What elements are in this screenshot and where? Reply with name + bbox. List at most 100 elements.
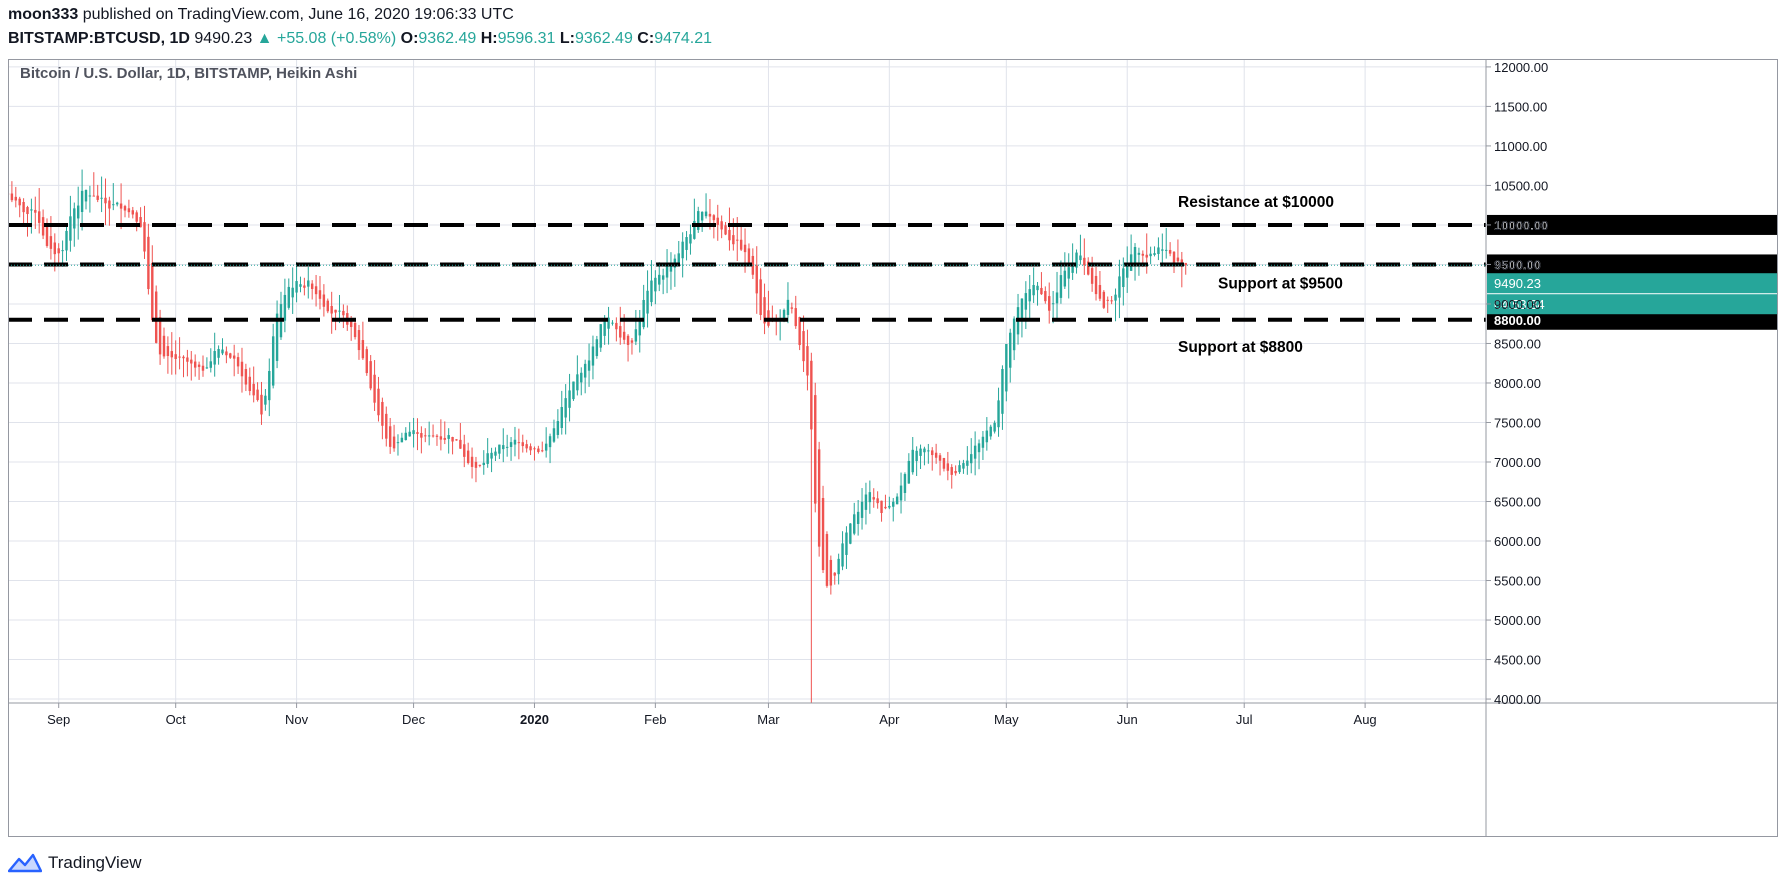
candle-body [654, 277, 657, 292]
countdown-tag [1487, 294, 1777, 315]
candle-body [84, 190, 88, 202]
candle-body [10, 193, 14, 201]
candle-body [1118, 276, 1121, 298]
candle-body [271, 336, 275, 386]
level-annotation: Resistance at $10000 [1178, 194, 1334, 211]
open-value: 9362.49 [418, 30, 477, 47]
candle-body [548, 436, 552, 448]
price-tick-label: 5500.00 [1494, 574, 1541, 589]
close-value: 9474.21 [654, 30, 713, 47]
candle-body [209, 361, 212, 368]
candle-body [260, 394, 263, 415]
candle-body [685, 237, 688, 250]
last-price: 9490.23 [194, 30, 253, 47]
candle-body [1133, 247, 1137, 263]
candle-body [646, 290, 649, 314]
candle-body [303, 285, 306, 288]
time-tick-label: 2020 [520, 712, 549, 727]
price-chart[interactable]: Resistance at $10000 10000.00 Support at $… [6, 59, 1778, 837]
candle-body [494, 451, 497, 456]
candle-body [642, 299, 645, 328]
candle-body [892, 501, 895, 507]
candle-body [92, 195, 96, 197]
candle-body [65, 230, 68, 251]
candle-body [1048, 296, 1051, 311]
candle-body [283, 294, 287, 321]
candle-body [1114, 294, 1117, 301]
candle-body [252, 383, 255, 396]
grid-lines [8, 59, 1486, 703]
tradingview-logo[interactable]: TradingView [8, 853, 142, 873]
candle-body [864, 494, 868, 510]
candle-body [135, 212, 138, 222]
candle-body [466, 450, 470, 464]
chart-title: Bitcoin / U.S. Dollar, 1D, BITSTAMP, Hei… [20, 65, 357, 82]
level-axis-tag [1487, 309, 1777, 330]
candle-body [700, 211, 704, 221]
candle-body [782, 309, 786, 320]
candle-body [841, 543, 844, 567]
chart-frame[interactable]: Resistance at $10000 10000.00 Support at $… [6, 59, 1778, 837]
candle-body [950, 467, 953, 475]
candle-body [41, 217, 45, 236]
author-name[interactable]: moon333 [8, 6, 79, 23]
candle-body [829, 559, 833, 586]
time-tick-label: Sep [47, 712, 70, 727]
candle-body [365, 349, 368, 374]
candle-body [587, 360, 591, 371]
candle-body [825, 534, 829, 586]
price-tick-label: 11500.00 [1494, 99, 1547, 114]
candle-body [505, 446, 509, 448]
candle-body [876, 498, 879, 504]
candle-body [537, 448, 540, 452]
candle-body [810, 360, 813, 430]
candle-body [385, 413, 388, 439]
candle-body [1087, 261, 1090, 275]
candle-body [739, 239, 743, 250]
candle-body [431, 435, 435, 437]
price-tick-label: 5000.00 [1494, 613, 1541, 628]
candle-body [1145, 254, 1148, 258]
candle-body [186, 357, 189, 362]
candle-body [108, 200, 111, 209]
candle-body [923, 448, 926, 453]
candle-body [424, 435, 427, 437]
candle-body [221, 349, 224, 354]
high-label: H: [480, 30, 498, 47]
candle-body [954, 470, 957, 474]
candle-body [34, 209, 37, 213]
candle-body [1055, 292, 1059, 304]
price-tick-label: 9000.00 [1494, 297, 1541, 312]
candle-body [938, 455, 942, 461]
candle-body [1032, 285, 1035, 296]
candle-body [704, 211, 708, 217]
candle-body [568, 390, 571, 408]
candle-body [190, 359, 193, 364]
candle-body [576, 374, 579, 391]
candle-body [658, 274, 661, 285]
level-axis-tag [1487, 254, 1777, 275]
horizontal-levels[interactable]: Resistance at $10000 10000.00 Support at $… [8, 194, 1777, 356]
candle-body [513, 439, 517, 445]
candle-body [716, 217, 719, 225]
candle-body [677, 253, 680, 264]
candle-body [509, 442, 513, 447]
candle-body [525, 444, 528, 449]
candle-body [154, 291, 158, 343]
candle-body [732, 235, 735, 245]
candle-body [521, 442, 524, 447]
candle-body [236, 357, 240, 367]
price-tick-label: 8500.00 [1494, 336, 1541, 351]
price-tick-label: 6000.00 [1494, 534, 1541, 549]
candle-body [49, 236, 53, 249]
candle-body [693, 220, 696, 239]
candle-body [856, 511, 860, 524]
candle-body [310, 283, 314, 289]
candle-body [798, 317, 801, 346]
candle-body [1036, 285, 1039, 291]
triangle-up-icon: ▲ [256, 30, 273, 47]
candle-body [934, 452, 938, 458]
candle-body [244, 369, 248, 385]
candle-body [240, 361, 244, 377]
candle-body [759, 279, 762, 315]
